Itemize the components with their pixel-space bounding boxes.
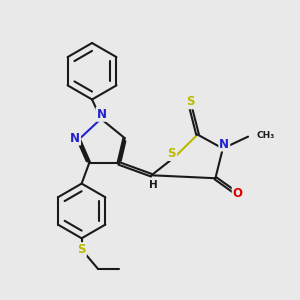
Text: H: H (148, 180, 157, 190)
Text: S: S (186, 95, 194, 108)
Text: CH₃: CH₃ (256, 130, 275, 140)
Text: N: N (97, 108, 106, 121)
Text: S: S (167, 147, 176, 160)
Text: N: N (219, 138, 229, 151)
Text: O: O (233, 187, 243, 200)
Text: S: S (77, 243, 86, 256)
Text: N: N (70, 132, 80, 145)
